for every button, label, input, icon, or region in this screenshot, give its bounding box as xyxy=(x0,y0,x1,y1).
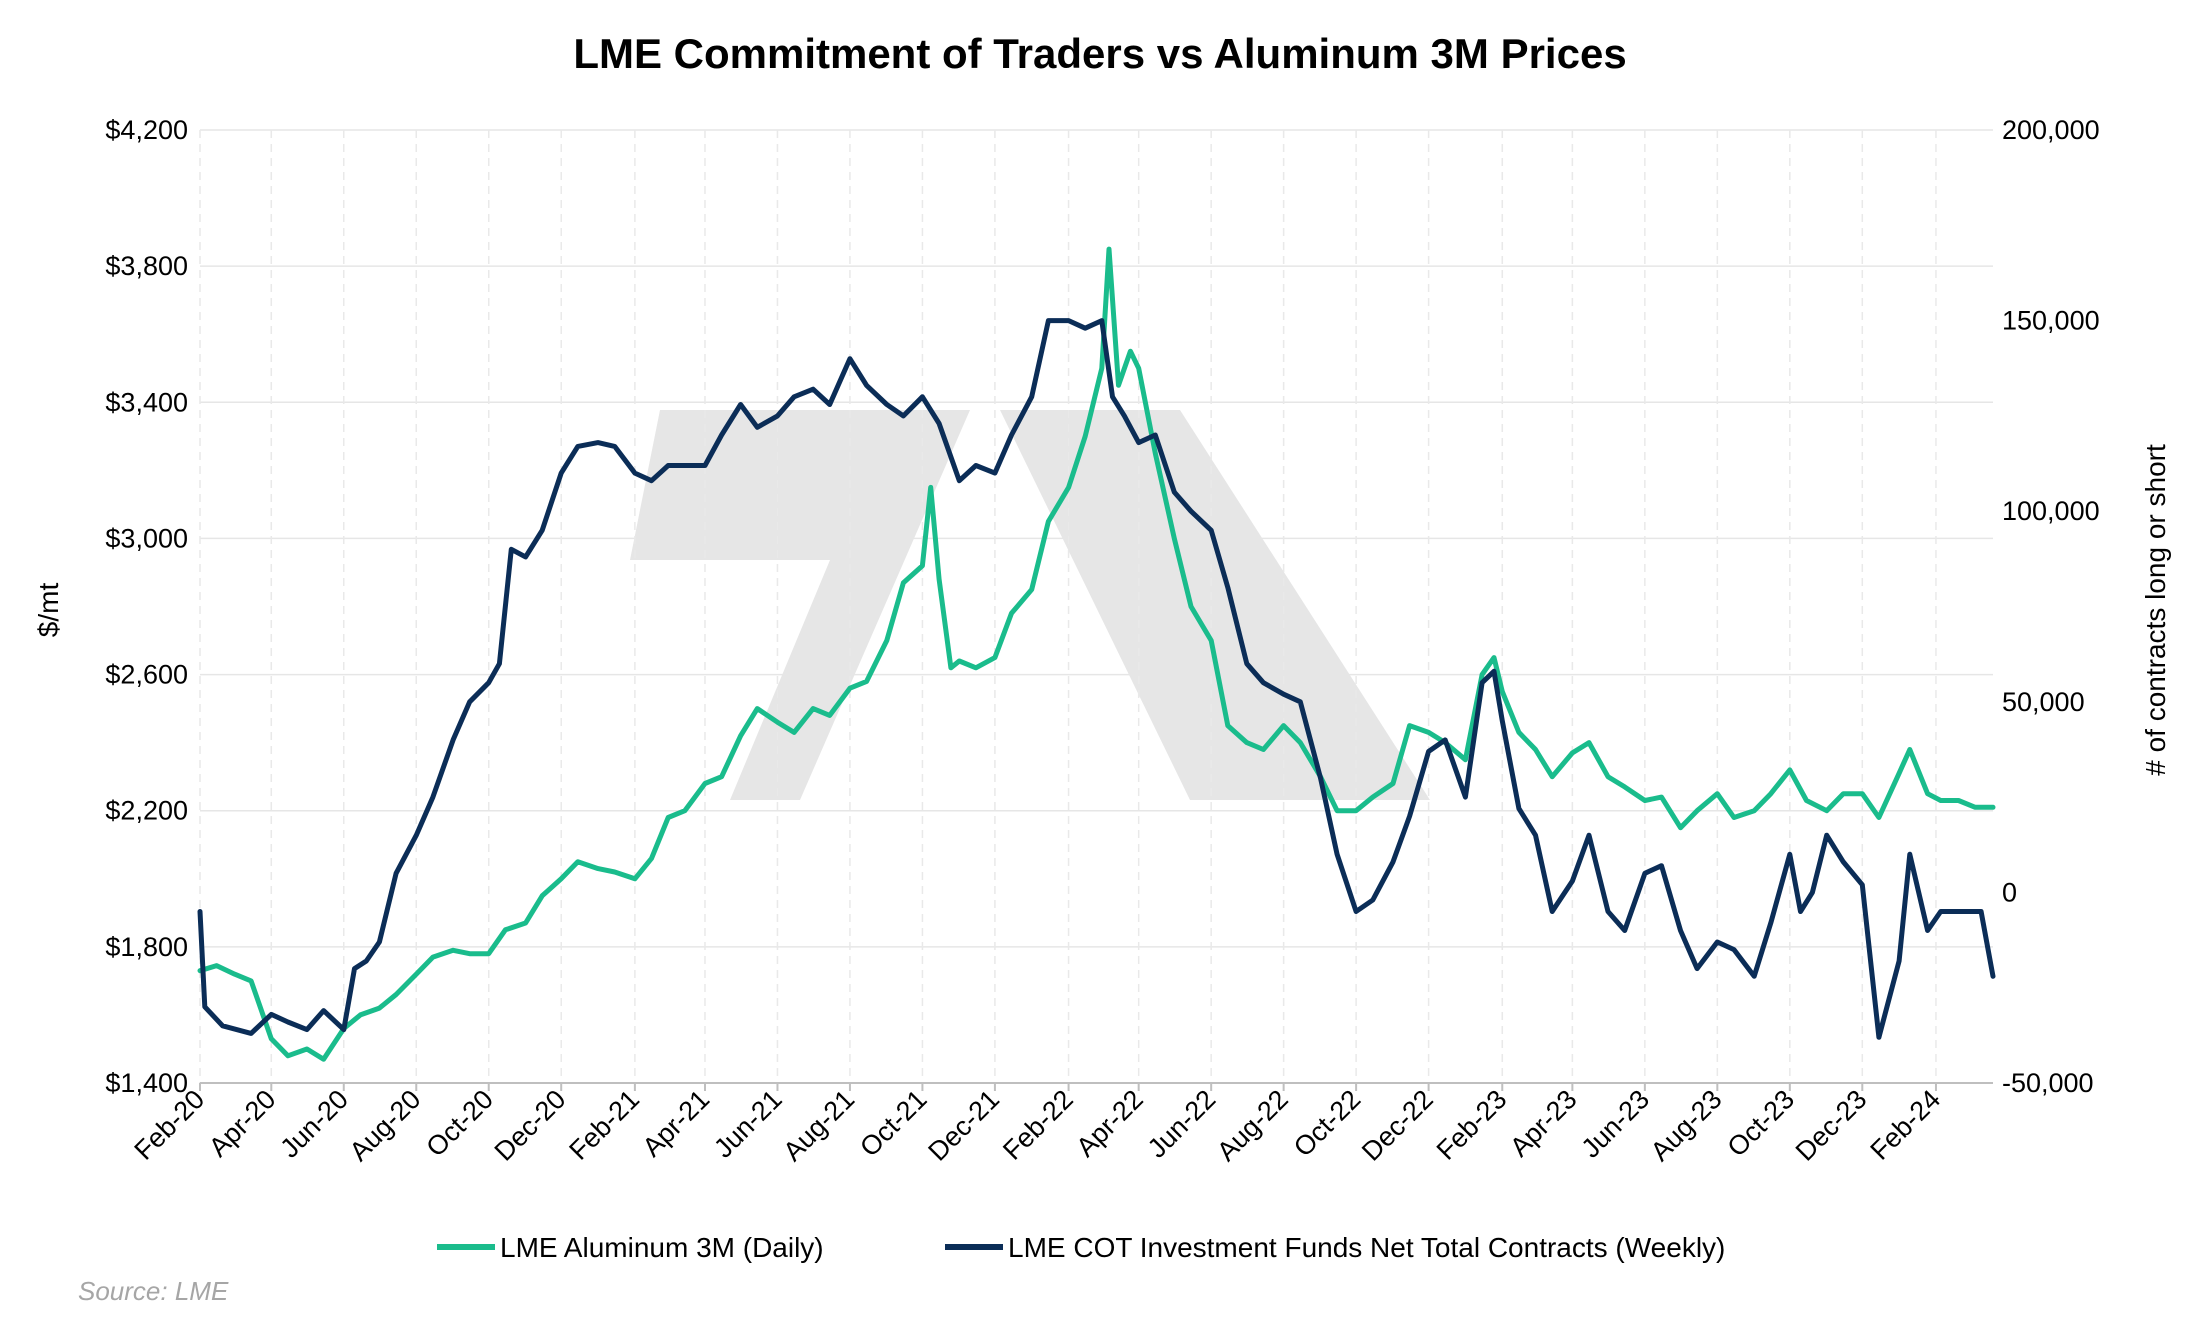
grid xyxy=(199,129,1993,1084)
x-tick-label: Jun-21 xyxy=(708,1084,788,1164)
left-tick-label: $2,200 xyxy=(105,796,188,826)
x-tick-label: Apr-20 xyxy=(203,1084,282,1163)
axes: $1,400 $1,800 $2,200 $2,600 $3,000 $3,400 $3,8… xyxy=(105,115,2099,1167)
cot-net-contracts-line xyxy=(197,318,1996,1040)
left-tick-label: $3,800 xyxy=(105,251,188,281)
legend: LME Aluminum 3M (Daily) LME COT Investme… xyxy=(437,1232,1725,1263)
right-tick-label: 150,000 xyxy=(2002,306,2100,336)
watermark-logo xyxy=(630,410,1430,800)
x-tick-label: Oct-23 xyxy=(1722,1084,1801,1163)
x-tick-label: Feb-21 xyxy=(563,1084,645,1166)
x-tick-label: Jun-23 xyxy=(1576,1084,1656,1164)
x-tick-label: Feb-24 xyxy=(1864,1084,1946,1166)
x-tick-label: Dec-22 xyxy=(1356,1084,1439,1167)
x-tick-label: Jun-22 xyxy=(1142,1084,1222,1164)
legend-label-cot: LME COT Investment Funds Net Total Contr… xyxy=(1008,1232,1725,1263)
left-axis-title: $/mt xyxy=(33,583,64,638)
x-tick-label: Oct-21 xyxy=(854,1084,933,1163)
left-tick-label: $2,600 xyxy=(105,660,188,690)
left-tick-label: $1,400 xyxy=(105,1068,188,1098)
x-tick-label: Apr-21 xyxy=(637,1084,716,1163)
x-tick-label: Jun-20 xyxy=(274,1084,354,1164)
x-tick-label: Aug-20 xyxy=(344,1084,427,1167)
aluminum-price-line xyxy=(197,246,1996,1062)
x-tick-label: Feb-22 xyxy=(997,1084,1079,1166)
right-axis-title: # of contracts long or short xyxy=(2140,444,2171,776)
chart-title: LME Commitment of Traders vs Aluminum 3M… xyxy=(573,30,1626,77)
x-tick-label: Dec-21 xyxy=(922,1084,1005,1167)
right-tick-label: -50,000 xyxy=(2002,1068,2094,1098)
right-tick-label: 200,000 xyxy=(2002,115,2100,145)
left-tick-label: $3,000 xyxy=(105,523,188,553)
x-tick-label: Feb-23 xyxy=(1431,1084,1513,1166)
legend-label-aluminum: LME Aluminum 3M (Daily) xyxy=(500,1232,824,1263)
x-tick-label: Aug-21 xyxy=(777,1084,860,1167)
source-note: Source: LME xyxy=(78,1276,229,1306)
left-tick-label: $3,400 xyxy=(105,387,188,417)
x-tick-label: Apr-23 xyxy=(1504,1084,1583,1163)
x-tick-label: Dec-23 xyxy=(1790,1084,1873,1167)
x-tick-label: Aug-23 xyxy=(1645,1084,1728,1167)
right-tick-label: 0 xyxy=(2002,877,2017,907)
right-tick-label: 50,000 xyxy=(2002,687,2085,717)
left-tick-label: $1,800 xyxy=(105,932,188,962)
x-tick-label: Apr-22 xyxy=(1070,1084,1149,1163)
x-tick-label: Oct-20 xyxy=(420,1084,499,1163)
x-tick-label: Oct-22 xyxy=(1288,1084,1367,1163)
x-tick-label: Aug-22 xyxy=(1211,1084,1294,1167)
x-tick-label: Dec-20 xyxy=(489,1084,572,1167)
right-tick-label: 100,000 xyxy=(2002,496,2100,526)
left-tick-label: $4,200 xyxy=(105,115,188,145)
series-lines xyxy=(197,246,1996,1062)
